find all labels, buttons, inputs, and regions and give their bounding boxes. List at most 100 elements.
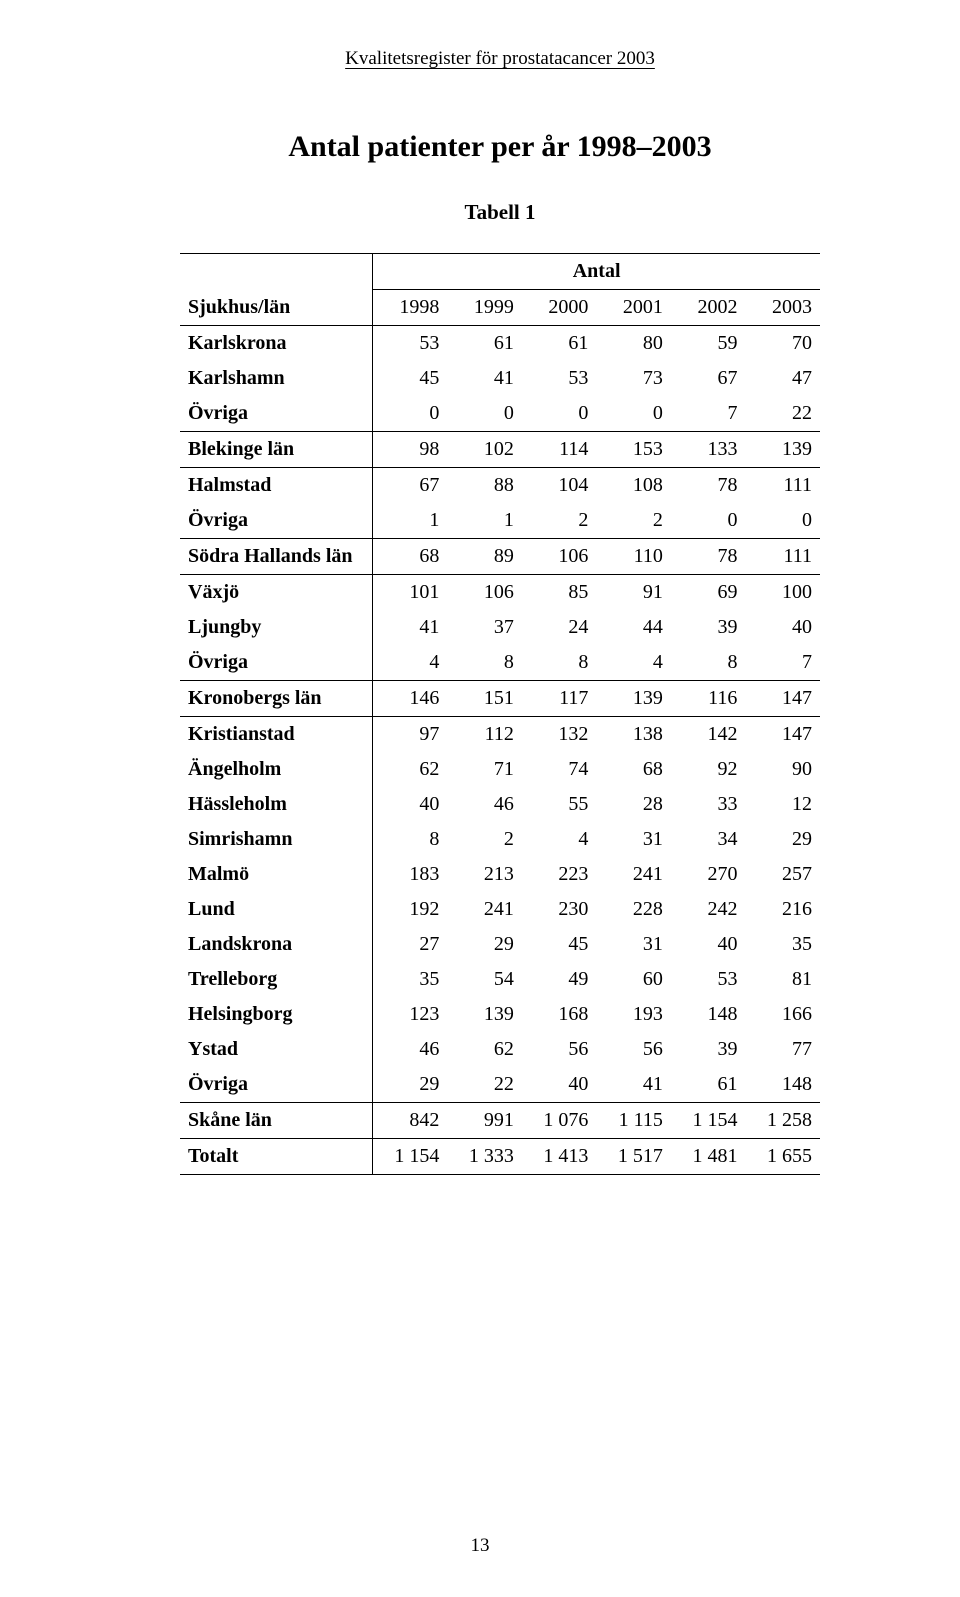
row-value: 139 [596,681,671,717]
row-value: 29 [373,1067,448,1103]
row-value: 41 [373,610,448,645]
row-value: 40 [522,1067,597,1103]
page: Kvalitetsregister för prostatacancer 200… [0,0,960,1597]
row-value: 40 [671,927,746,962]
row-value: 78 [671,468,746,504]
row-value: 104 [522,468,597,504]
row-value: 81 [745,962,820,997]
row-value: 101 [373,575,448,611]
row-label: Helsingborg [180,997,373,1032]
row-value: 123 [373,997,448,1032]
row-value: 241 [447,892,522,927]
row-value: 59 [671,326,746,362]
row-label: Kristianstad [180,717,373,753]
row-value: 67 [671,361,746,396]
row-value: 97 [373,717,448,753]
row-label: Hässleholm [180,787,373,822]
row-value: 85 [522,575,597,611]
col-header-year: 1998 [373,290,448,326]
row-value: 112 [447,717,522,753]
row-value: 1 [447,503,522,539]
row-total-value: 1 655 [745,1139,820,1175]
row-value: 8 [373,822,448,857]
row-label: Blekinge län [180,432,373,468]
row-total-value: 1 154 [373,1139,448,1175]
row-value: 78 [671,539,746,575]
row-value: 146 [373,681,448,717]
row-value: 92 [671,752,746,787]
row-total-value: 1 333 [447,1139,522,1175]
row-value: 29 [447,927,522,962]
row-value: 114 [522,432,597,468]
row-value: 183 [373,857,448,892]
row-value: 31 [596,927,671,962]
row-value: 39 [671,610,746,645]
row-value: 148 [671,997,746,1032]
row-value: 108 [596,468,671,504]
row-value: 22 [447,1067,522,1103]
row-value: 7 [745,645,820,681]
row-value: 1 115 [596,1103,671,1139]
col-header-label: Sjukhus/län [180,254,373,326]
row-value: 12 [745,787,820,822]
row-label: Malmö [180,857,373,892]
row-value: 216 [745,892,820,927]
row-value: 230 [522,892,597,927]
row-value: 56 [522,1032,597,1067]
row-value: 74 [522,752,597,787]
row-value: 2 [447,822,522,857]
row-value: 49 [522,962,597,997]
row-value: 4 [373,645,448,681]
row-value: 153 [596,432,671,468]
row-label: Kronobergs län [180,681,373,717]
row-value: 68 [373,539,448,575]
row-value: 62 [373,752,448,787]
row-value: 991 [447,1103,522,1139]
row-value: 257 [745,857,820,892]
row-value: 111 [745,539,820,575]
row-value: 193 [596,997,671,1032]
row-value: 102 [447,432,522,468]
row-label: Karlshamn [180,361,373,396]
row-value: 61 [447,326,522,362]
table-caption: Tabell 1 [180,200,820,225]
row-value: 4 [596,645,671,681]
row-label: Ljungby [180,610,373,645]
col-header-year: 2002 [671,290,746,326]
row-value: 41 [447,361,522,396]
row-label: Växjö [180,575,373,611]
row-value: 117 [522,681,597,717]
row-value: 91 [596,575,671,611]
row-value: 40 [373,787,448,822]
row-value: 73 [596,361,671,396]
row-value: 0 [745,503,820,539]
row-value: 0 [373,396,448,432]
row-value: 151 [447,681,522,717]
row-value: 71 [447,752,522,787]
row-value: 147 [745,717,820,753]
row-value: 62 [447,1032,522,1067]
row-value: 56 [596,1032,671,1067]
row-label: Övriga [180,1067,373,1103]
row-value: 22 [745,396,820,432]
row-value: 106 [522,539,597,575]
row-value: 45 [522,927,597,962]
row-value: 45 [373,361,448,396]
row-value: 241 [596,857,671,892]
row-value: 139 [447,997,522,1032]
row-value: 228 [596,892,671,927]
row-label: Övriga [180,645,373,681]
row-value: 53 [671,962,746,997]
row-value: 60 [596,962,671,997]
row-value: 148 [745,1067,820,1103]
row-total-value: 1 517 [596,1139,671,1175]
row-value: 44 [596,610,671,645]
row-value: 223 [522,857,597,892]
row-label: Landskrona [180,927,373,962]
row-value: 34 [671,822,746,857]
col-header-year: 2000 [522,290,597,326]
col-group-header: Antal [373,254,820,290]
page-number: 13 [0,1535,960,1557]
row-value: 27 [373,927,448,962]
row-value: 28 [596,787,671,822]
